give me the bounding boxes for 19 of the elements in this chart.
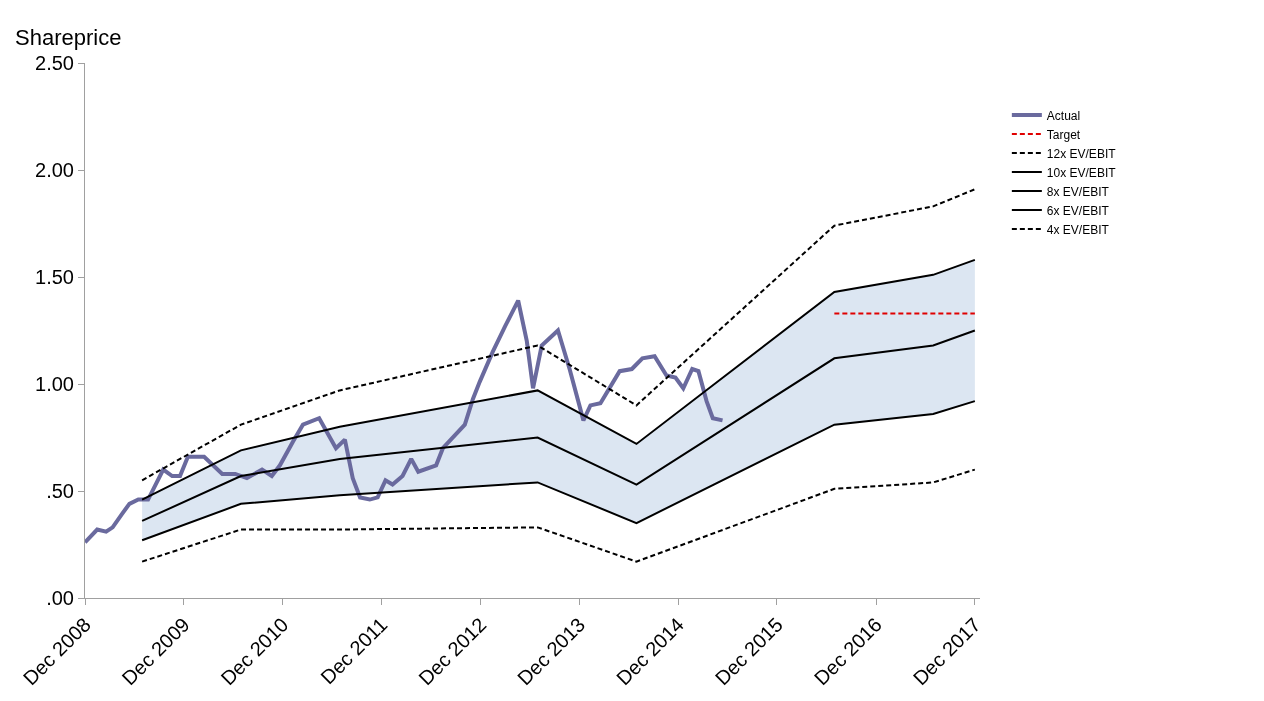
y-tick-label: 2.50 [35,52,74,74]
legend-label: Actual [1046,108,1081,123]
legend-label: 6x EV/EBIT [1046,203,1110,218]
line-series [141,188,976,482]
legend-label: 8x EV/EBIT [1046,184,1110,199]
line-series [141,468,976,563]
legend-label: Target [1046,127,1081,142]
y-axis-title: Shareprice [15,25,122,50]
line-series [141,400,976,542]
y-tick-label: .00 [46,587,74,609]
legend-label: 10x EV/EBIT [1046,165,1117,180]
line-series [141,329,976,522]
line-series [85,298,725,545]
y-tick-label: 1.00 [35,373,74,395]
legend-label: 12x EV/EBIT [1046,146,1117,161]
legend-label: 4x EV/EBIT [1046,222,1110,237]
y-tick-label: 1.50 [35,266,74,288]
y-tick-label: 2.00 [35,159,74,181]
y-tick-label: .50 [46,480,74,502]
